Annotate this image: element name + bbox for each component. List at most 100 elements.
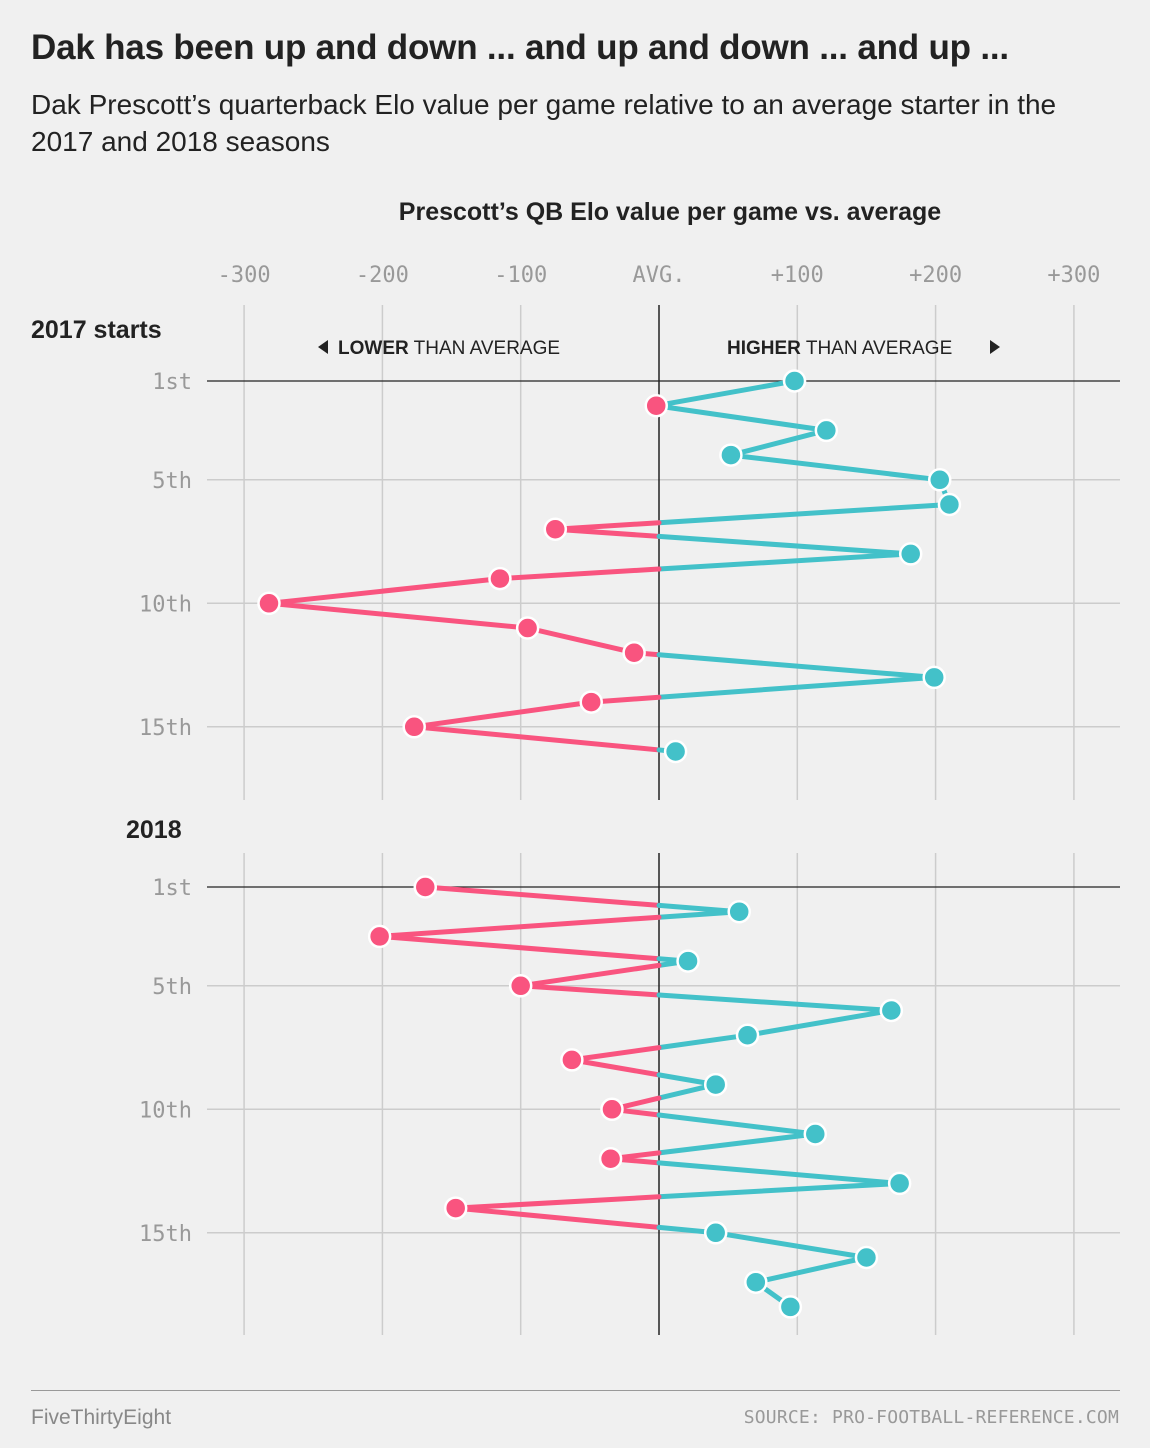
data-point <box>644 393 668 418</box>
panel-2018: 2018 1st 5th 10th 15th <box>126 816 912 1319</box>
line-segment <box>377 914 662 939</box>
line-segment <box>728 427 829 458</box>
footer-brand: FiveThirtyEight <box>31 1406 172 1429</box>
data-point <box>922 665 946 690</box>
chart-subtitle: Dak Prescott’s quarterback Elo value per… <box>31 89 1057 157</box>
higher-than-average-label: HIGHER THAN AVERAGE <box>727 338 952 359</box>
line-segment <box>656 909 742 920</box>
line-segment <box>753 1255 869 1285</box>
line-segment <box>656 551 914 572</box>
higher-strong-text: HIGHER <box>727 338 801 359</box>
data-point <box>814 418 839 443</box>
lower-rest-text: THAN AVERAGE <box>409 338 560 359</box>
data-point <box>937 492 962 517</box>
line-segment <box>656 1032 751 1051</box>
series-line <box>266 378 952 754</box>
x-tick-label: -200 <box>356 263 409 288</box>
data-point <box>887 1171 912 1196</box>
data-point <box>560 1048 584 1072</box>
data-point <box>676 949 700 973</box>
line-segment <box>422 884 662 908</box>
lower-than-average-label: LOWER THAN AVERAGE <box>338 338 560 359</box>
line-segment <box>656 652 937 680</box>
higher-rest-text: THAN AVERAGE <box>801 338 952 359</box>
line-segment <box>745 1008 894 1038</box>
x-tick-label: -300 <box>218 263 271 288</box>
y-tick-label: 15th <box>139 1222 192 1247</box>
left-triangle-icon <box>318 340 328 354</box>
x-tick-labels: -300 -200 -100 AVG. +100 +200 +300 <box>218 263 1101 288</box>
line-segment <box>266 576 503 606</box>
line-segment <box>569 1045 662 1063</box>
x-tick-label: AVG. <box>633 263 686 288</box>
data-point <box>663 739 688 764</box>
data-point <box>927 468 952 492</box>
line-segment <box>656 533 914 557</box>
line-segment <box>525 625 637 656</box>
line-segment <box>656 1160 903 1186</box>
data-point <box>488 566 512 591</box>
line-segment <box>656 1131 818 1156</box>
y-tick-label: 5th <box>152 469 192 494</box>
y-tick-label: 5th <box>152 975 192 1000</box>
line-segment <box>656 502 952 526</box>
panel-label-2017: 2017 starts <box>31 316 162 344</box>
x-axis-title: Prescott’s QB Elo value per game vs. ave… <box>398 198 942 226</box>
line-segment <box>656 992 894 1013</box>
data-point <box>413 875 438 899</box>
chart-title: Dak has been up and down ... and up and … <box>31 28 1009 67</box>
data-point <box>543 517 568 541</box>
data-point <box>598 1146 623 1171</box>
grid-layer <box>207 305 1120 1335</box>
direction-labels: LOWER THAN AVERAGE HIGHER THAN AVERAGE <box>318 338 1000 359</box>
line-segment <box>518 983 662 998</box>
data-point <box>719 443 743 467</box>
y-tick-label: 1st <box>152 876 192 901</box>
data-point <box>515 616 540 640</box>
lower-strong-text: LOWER <box>338 338 409 359</box>
line-segment <box>552 526 662 539</box>
x-tick-label: +200 <box>909 263 962 288</box>
right-triangle-icon <box>990 340 1000 354</box>
x-tick-label: -100 <box>494 263 547 288</box>
line-segment <box>453 1194 662 1211</box>
data-point <box>879 998 904 1023</box>
line-segment <box>518 962 662 989</box>
data-point <box>735 1023 760 1047</box>
y-tick-label: 1st <box>152 370 192 395</box>
line-segment <box>656 378 798 408</box>
data-point <box>703 1072 728 1097</box>
data-point <box>803 1122 828 1146</box>
data-point <box>579 690 603 714</box>
line-segment <box>453 1205 662 1230</box>
line-segment <box>656 674 937 700</box>
line-segment <box>728 452 943 483</box>
data-point <box>898 542 923 566</box>
line-segment <box>656 403 829 433</box>
line-segment <box>377 933 662 962</box>
data-point <box>402 715 426 739</box>
y-tick-label: 15th <box>139 716 192 741</box>
series-line <box>377 884 903 1310</box>
panel-2017: 2017 starts 1st 5th 10th 15th <box>31 316 962 764</box>
y-tick-label: 10th <box>139 592 192 617</box>
line-segment <box>656 1180 903 1200</box>
x-tick-label: +100 <box>771 263 824 288</box>
line-segment <box>497 566 662 582</box>
data-point <box>622 640 646 665</box>
data-point <box>854 1245 879 1270</box>
data-point <box>703 1221 728 1245</box>
y-tick-label: 10th <box>139 1098 192 1123</box>
line-segment <box>569 1057 662 1078</box>
data-point <box>778 1295 803 1319</box>
line-segment <box>713 1230 869 1260</box>
line-segment <box>411 724 662 753</box>
data-point <box>443 1196 468 1220</box>
panel-label-2018: 2018 <box>126 816 182 844</box>
data-point <box>508 974 533 998</box>
footer-divider <box>31 1390 1120 1391</box>
line-segment <box>266 600 531 631</box>
x-tick-label: +300 <box>1047 263 1100 288</box>
line-segment <box>411 699 594 730</box>
